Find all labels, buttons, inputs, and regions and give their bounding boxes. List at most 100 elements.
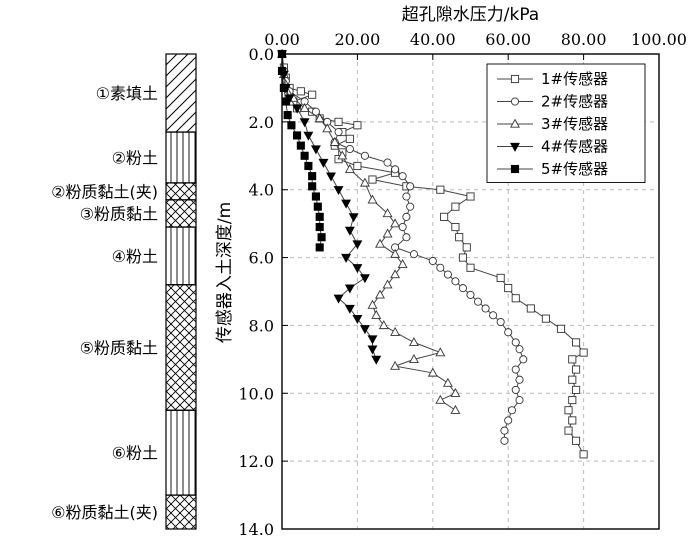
data-point (382, 228, 393, 238)
data-point (308, 182, 317, 191)
data-point (382, 208, 393, 218)
data-point (427, 367, 438, 377)
data-point (568, 355, 577, 364)
data-point (299, 118, 310, 128)
y-tick-label: 14.0 (238, 520, 274, 537)
data-point (450, 404, 461, 414)
data-point (344, 284, 355, 294)
data-point (402, 212, 411, 221)
y-tick-label: 8.0 (249, 316, 274, 335)
data-point (315, 243, 324, 252)
data-point (313, 202, 322, 211)
data-point (526, 304, 535, 313)
data-point (515, 345, 524, 354)
data-point (443, 270, 452, 279)
x-tick-label: 100.00 (631, 30, 687, 49)
data-point (375, 289, 385, 299)
data-point (334, 127, 343, 137)
legend-label: 4#传感器 (541, 138, 608, 156)
data-point (428, 256, 437, 266)
soil-layer-6 (165, 284, 197, 411)
soil-layer-label: ⑥粉土 (112, 444, 158, 463)
data-point (359, 325, 370, 335)
data-point (515, 396, 524, 405)
legend-label: 1#传感器 (541, 70, 608, 88)
data-point (375, 238, 385, 248)
data-point (504, 284, 513, 293)
data-point (391, 165, 400, 174)
data-point (572, 338, 581, 347)
series-line (281, 53, 457, 411)
series-5 (277, 49, 326, 252)
data-point (383, 158, 392, 167)
data-point (572, 436, 581, 445)
data-point (311, 107, 320, 116)
legend-marker (510, 164, 520, 174)
data-point (436, 263, 445, 272)
data-point (368, 175, 377, 184)
data-point (333, 186, 344, 196)
data-point (500, 426, 509, 435)
data-point (398, 172, 407, 181)
data-point (408, 354, 419, 364)
data-point (451, 202, 460, 211)
data-point (451, 277, 460, 286)
data-point (568, 396, 577, 405)
data-point (308, 90, 317, 99)
x-axis-title: 超孔隙水压力/kPa (402, 5, 539, 25)
data-point (579, 348, 588, 357)
data-point (504, 328, 513, 337)
data-point (496, 317, 505, 327)
data-point (367, 345, 378, 355)
soil-layer-label: ⑤粉质黏土 (80, 338, 158, 357)
data-point (337, 150, 348, 160)
data-point (496, 273, 505, 282)
data-point (435, 394, 446, 404)
data-point (344, 164, 355, 174)
data-point (345, 134, 354, 143)
data-point (303, 131, 314, 141)
data-point (408, 337, 419, 347)
soil-layer-label: ③粉质黏土 (80, 204, 158, 223)
data-point (359, 177, 370, 187)
data-point (436, 185, 445, 194)
data-point (382, 279, 393, 289)
data-point (378, 320, 389, 330)
data-point (287, 121, 296, 130)
data-point (458, 253, 468, 262)
data-point (311, 192, 320, 201)
data-point (564, 406, 573, 415)
legend-label: 5#传感器 (541, 160, 608, 178)
data-point (304, 161, 313, 171)
data-point (293, 131, 302, 140)
data-point (345, 144, 354, 154)
x-tick-label: 60.00 (485, 30, 531, 49)
data-point (500, 436, 509, 445)
y-tick-label: 12.0 (238, 452, 274, 471)
data-point (515, 375, 524, 384)
data-point (353, 121, 362, 130)
data-point (334, 117, 343, 126)
x-tick-label: 20.00 (334, 30, 380, 49)
data-point (352, 314, 363, 324)
soil-layer-label: ②粉土 (112, 148, 158, 167)
data-point (390, 218, 401, 228)
data-point (466, 263, 475, 272)
data-point (450, 387, 461, 397)
soil-layer-3 (165, 182, 197, 201)
data-point (352, 264, 363, 274)
data-point (435, 347, 446, 357)
data-point (406, 182, 415, 191)
y-tick-label: 4.0 (249, 181, 274, 200)
soil-layer-8 (165, 494, 197, 530)
data-point (466, 290, 475, 299)
data-point (541, 314, 550, 323)
data-point (572, 365, 581, 374)
data-point (322, 123, 333, 133)
data-point (348, 213, 359, 223)
legend: 1#传感器 2#传感器 3#传感器 4#传感器 5#传感器 (486, 63, 646, 183)
data-point (341, 199, 352, 209)
legend-marker (510, 97, 520, 106)
data-point (402, 233, 411, 242)
data-point (371, 355, 382, 365)
